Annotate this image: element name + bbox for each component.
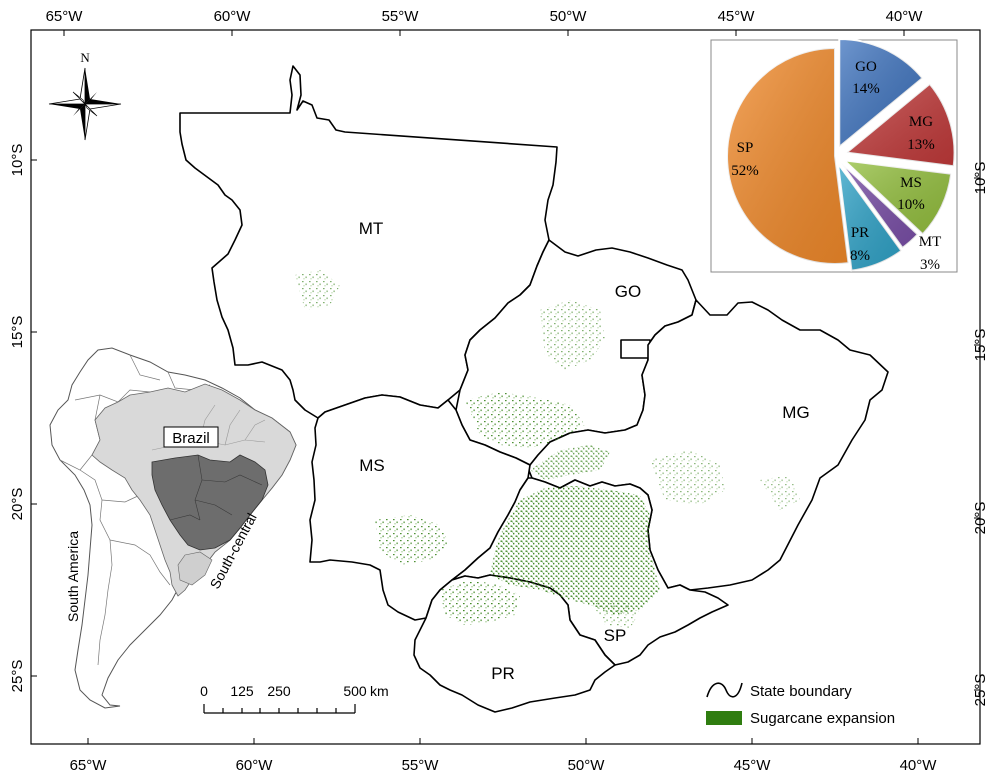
top-tick-label: 50°W	[550, 8, 588, 25]
north-arrow: N	[48, 50, 122, 141]
pie-slice-shade	[837, 163, 902, 271]
right-tick-label: 20°S	[972, 502, 989, 535]
pie-label-go: GO	[855, 59, 877, 75]
left-tick-label: 20°S	[9, 488, 26, 521]
sugarcane-swatch	[706, 711, 742, 725]
right-tick-label: 15°S	[972, 329, 989, 362]
bottom-tick-label: 60°W	[236, 757, 274, 774]
pie-value-ms: 10%	[897, 197, 925, 213]
left-tick-label: 10°S	[9, 144, 26, 177]
sugarcane-expansion-areas	[295, 270, 800, 628]
state-label-pr: PR	[491, 664, 515, 683]
pie-value-pr: 8%	[850, 248, 870, 264]
bottom-tick-label: 65°W	[70, 757, 108, 774]
scale-tick-label: 125	[230, 683, 254, 699]
right-tick-label: 25°S	[972, 674, 989, 707]
bottom-tick-label: 50°W	[568, 757, 606, 774]
left-tick-label: 15°S	[9, 316, 26, 349]
bottom-tick-label: 40°W	[900, 757, 938, 774]
legend-label-sugarcane: Sugarcane expansion	[750, 710, 895, 727]
pie-chart: SP 52% GO 14% MG 13% MS 10% MT 3% PR 8%	[726, 37, 956, 273]
state-label-mt: MT	[359, 219, 384, 238]
pie-value-mg: 13%	[907, 137, 935, 153]
state-label-mg: MG	[782, 403, 809, 422]
pie-label-ms: MS	[900, 175, 922, 191]
pie-value-go: 14%	[852, 81, 880, 97]
pie-slice-shade	[726, 48, 849, 264]
north-arrow-shape	[85, 68, 90, 104]
brazil-label: Brazil	[172, 430, 210, 447]
scale-tick-label: 500	[343, 683, 367, 699]
continent-label: South America	[65, 531, 81, 622]
scale-unit: km	[370, 683, 389, 699]
state-label-ms: MS	[359, 456, 385, 475]
left-tick-label: 25°S	[9, 660, 26, 693]
pie-label-mg: MG	[909, 114, 933, 130]
pie-label-sp: SP	[737, 140, 754, 156]
south-central-region	[151, 454, 269, 551]
top-tick-label: 55°W	[382, 8, 420, 25]
pie-label-pr: PR	[851, 225, 869, 241]
north-label: N	[80, 50, 90, 65]
pie-slice-shade	[846, 83, 955, 167]
pie-slice-shade	[844, 160, 952, 235]
pie-value-sp: 52%	[731, 163, 759, 179]
top-tick-label: 60°W	[214, 8, 252, 25]
pie-label-mt: MT	[919, 234, 942, 250]
brazil-label-box	[163, 426, 219, 448]
bottom-tick-label: 45°W	[734, 757, 772, 774]
state-label-go: GO	[615, 282, 641, 301]
scale-tick-label: 0	[200, 683, 208, 699]
right-axis-labels: 10°S 15°S 20°S 25°S	[972, 162, 989, 707]
state-boundary-symbol	[706, 682, 743, 698]
scale-tick-label: 250	[267, 683, 291, 699]
top-tick-label: 45°W	[718, 8, 756, 25]
right-tick-label: 10°S	[972, 162, 989, 195]
pie-value-mt: 3%	[920, 257, 940, 273]
south-america-inset: Brazil South America South-central	[49, 347, 297, 709]
pie-slice-shade	[838, 160, 918, 248]
graticule-ticks	[31, 30, 980, 744]
legend: State boundary Sugarcane expansion	[706, 682, 895, 727]
left-axis-labels: 10°S 15°S 20°S 25°S	[9, 144, 26, 693]
top-tick-label: 65°W	[46, 8, 84, 25]
top-tick-label: 40°W	[886, 8, 924, 25]
map-frame	[30, 29, 981, 745]
state-label-sp: SP	[604, 626, 627, 645]
federal-district	[620, 339, 651, 359]
bottom-tick-label: 55°W	[402, 757, 440, 774]
state-labels: MT GO MS MG SP PR	[359, 219, 810, 683]
pie-slice-shade	[839, 38, 923, 147]
bottom-axis-labels: 65°W 60°W 55°W 50°W 45°W 40°W	[70, 757, 938, 774]
scale-bar: 0 125 250 500 km	[200, 683, 389, 714]
top-axis-labels: 65°W 60°W 55°W 50°W 45°W 40°W	[46, 8, 924, 25]
legend-label-state-boundary: State boundary	[750, 683, 852, 700]
